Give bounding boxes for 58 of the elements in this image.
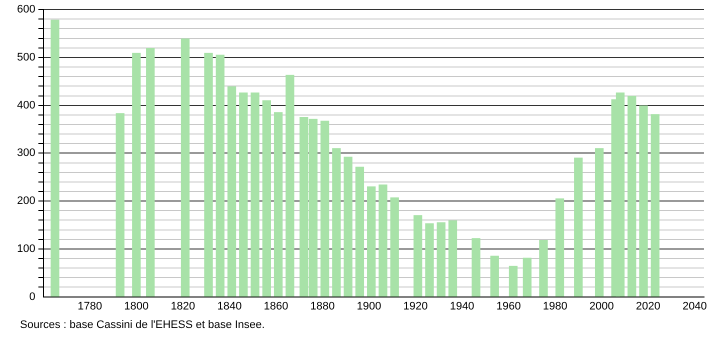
- x-tick-label: 1820: [170, 300, 196, 312]
- bar: [116, 113, 124, 297]
- bar: [594, 148, 604, 297]
- bar: [50, 20, 60, 297]
- y-tick-label: 100: [16, 242, 36, 255]
- x-tick-label: 1880: [310, 300, 335, 312]
- bar: [132, 52, 141, 297]
- x-tick-label: 1920: [403, 300, 428, 312]
- x-tick-label: 2000: [589, 300, 614, 312]
- bar: [650, 114, 660, 297]
- bar: [472, 238, 480, 297]
- bar: [436, 222, 446, 297]
- y-tick-label: 300: [16, 147, 36, 160]
- x-tick-label: 1980: [542, 300, 568, 312]
- bar: [574, 158, 583, 297]
- x-tick-label: 1940: [450, 300, 474, 312]
- bar: [355, 166, 364, 297]
- bar: [448, 220, 458, 297]
- bar: [539, 240, 548, 297]
- bar: [216, 54, 224, 297]
- y-tick-label: 0: [29, 290, 36, 303]
- bar: [274, 112, 283, 297]
- bar: [320, 120, 330, 297]
- bar: [390, 197, 399, 297]
- y-tick-label: 500: [16, 52, 36, 64]
- x-tick-label: 1860: [264, 300, 288, 312]
- bar: [555, 198, 564, 297]
- x-tick-label: 1960: [496, 300, 521, 312]
- bar: [367, 186, 376, 297]
- bar: [250, 92, 260, 297]
- y-tick-label: 600: [16, 4, 36, 16]
- bar: [262, 100, 271, 297]
- bar: [204, 52, 213, 297]
- x-tick-label: 1800: [124, 300, 149, 312]
- x-tick-label: 2040: [682, 300, 707, 312]
- bar: [522, 258, 532, 297]
- bar: [180, 38, 190, 297]
- bar: [286, 74, 294, 297]
- x-tick-label: 1900: [356, 300, 382, 312]
- bar: [344, 156, 352, 297]
- source-note: Sources : base Cassini de l'EHESS et base Insee.: [20, 319, 265, 331]
- bar: [332, 148, 341, 297]
- bar: [508, 266, 518, 297]
- bar: [378, 184, 388, 297]
- bar: [490, 256, 499, 297]
- bar: [425, 223, 434, 297]
- bar: [227, 86, 236, 297]
- bar: [414, 215, 422, 297]
- bar: [639, 105, 648, 297]
- bar: [616, 92, 625, 297]
- y-tick-label: 200: [16, 195, 36, 208]
- x-tick-label: 1780: [78, 300, 102, 312]
- bar: [239, 92, 248, 297]
- bar: [146, 48, 155, 297]
- y-tick-label: 400: [16, 99, 36, 112]
- x-tick-label: 2020: [636, 300, 660, 312]
- x-tick-label: 1840: [217, 300, 242, 312]
- bar: [628, 96, 636, 297]
